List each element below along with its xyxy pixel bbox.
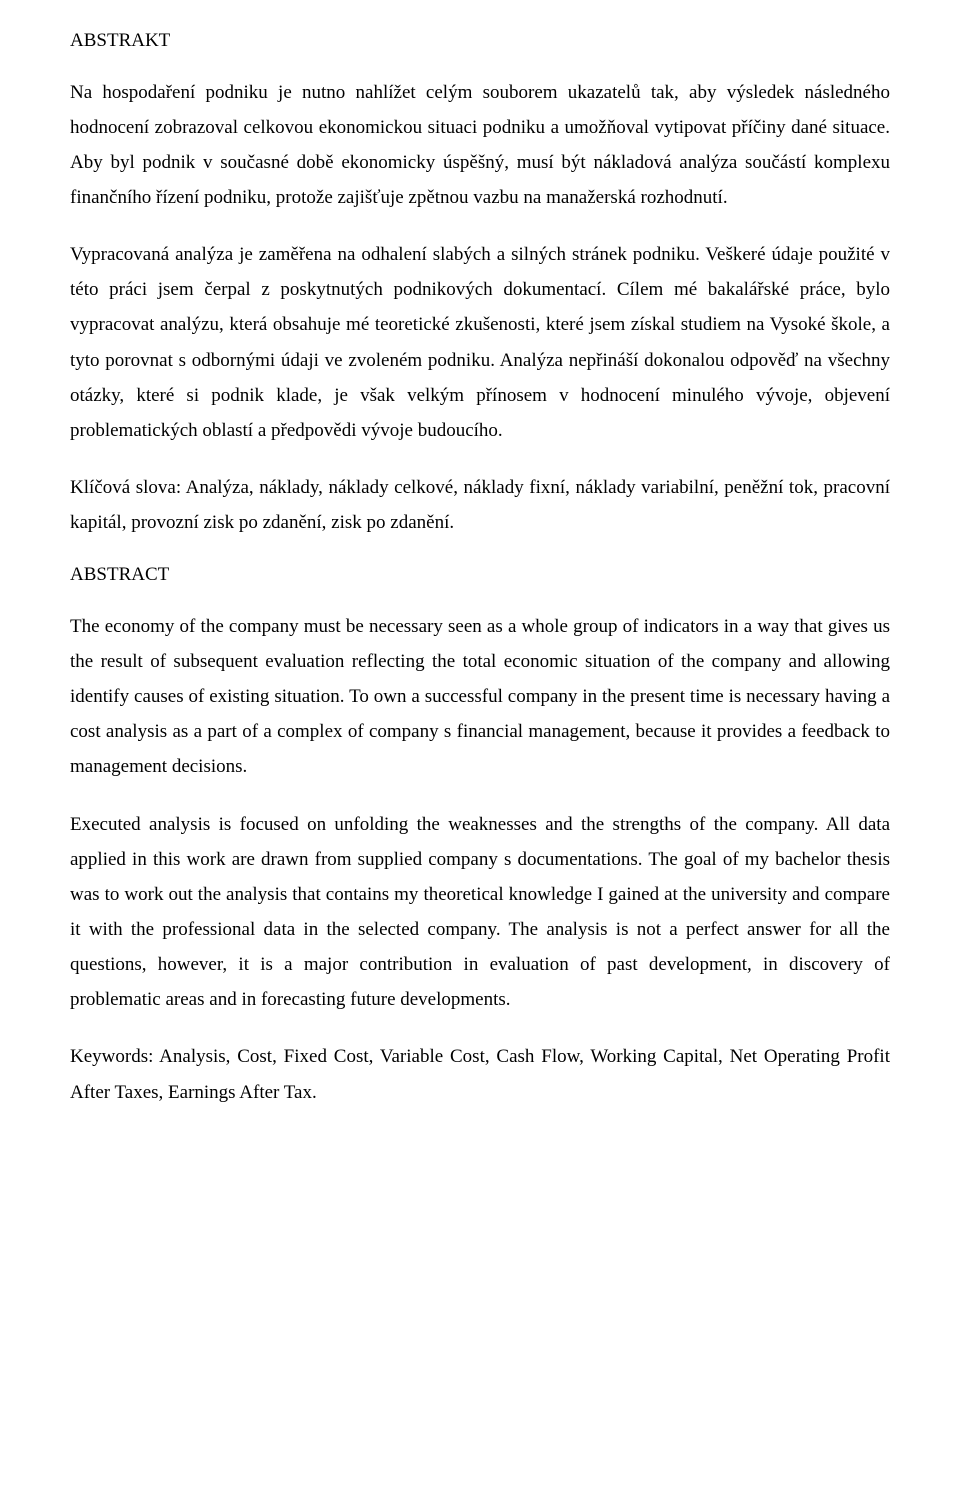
paragraph-keywords-en: Keywords: Analysis, Cost, Fixed Cost, Va… bbox=[70, 1039, 890, 1109]
document-page: ABSTRAKT Na hospodaření podniku je nutno… bbox=[0, 0, 960, 1507]
heading-abstract: ABSTRACT bbox=[70, 562, 890, 589]
paragraph-2: Vypracovaná analýza je zaměřena na odhal… bbox=[70, 237, 890, 448]
paragraph-5: Executed analysis is focused on unfoldin… bbox=[70, 807, 890, 1018]
paragraph-keywords-cz: Klíčová slova: Analýza, náklady, náklady… bbox=[70, 470, 890, 540]
paragraph-1: Na hospodaření podniku je nutno nahlížet… bbox=[70, 75, 890, 216]
heading-abstrakt: ABSTRAKT bbox=[70, 28, 890, 55]
paragraph-4: The economy of the company must be neces… bbox=[70, 609, 890, 785]
